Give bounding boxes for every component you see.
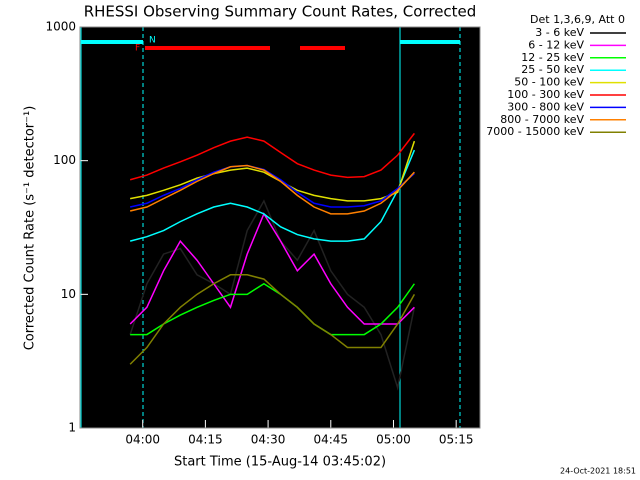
y-tick-label: 100	[53, 153, 76, 167]
x-tick-label: 05:15	[439, 433, 474, 447]
series-line	[129, 164, 415, 215]
series-line	[130, 282, 415, 336]
series-line	[129, 212, 415, 325]
y-axis-label: Corrected Count Rate (s⁻¹ detector⁻¹)	[23, 106, 38, 351]
x-axis-label: Start Time (15-Aug-14 03:45:02)	[174, 455, 386, 470]
legend-label: 300 - 800 keV	[507, 100, 584, 113]
chart-title: RHESSI Observing Summary Count Rates, Co…	[84, 3, 477, 21]
legend-title: Det 1,3,6,9, Att 0	[530, 13, 625, 26]
series-line	[129, 149, 416, 242]
series-line	[130, 140, 416, 202]
y-tick-label: 1000	[45, 20, 76, 34]
plot-area	[80, 27, 480, 428]
legend-label: 6 - 12 keV	[528, 38, 584, 51]
legend-label: 12 - 25 keV	[521, 51, 584, 64]
series-line	[129, 274, 416, 365]
x-tick-label: 04:00	[125, 433, 160, 447]
series-line	[129, 164, 415, 208]
legend-label: 25 - 50 keV	[521, 63, 584, 76]
plot-frame	[79, 26, 481, 429]
x-tick-label: 04:30	[251, 433, 286, 447]
legend-label: 3 - 6 keV	[535, 26, 584, 39]
x-tick-label: 04:45	[313, 433, 348, 447]
flags: F N	[80, 27, 461, 428]
y-tick-label: 1	[68, 421, 76, 435]
legend-label: 800 - 7000 keV	[500, 113, 584, 126]
flag-label: F	[135, 44, 140, 54]
footer: 24-Oct-2021 18:51	[560, 467, 636, 476]
legend-label: 100 - 300 keV	[507, 88, 584, 101]
legend-label: 50 - 100 keV	[514, 76, 584, 89]
x-tick-label: 05:00	[376, 433, 411, 447]
y-tick-label: 10	[61, 287, 76, 301]
x-tick-label: 04:15	[188, 433, 223, 447]
legend-label: 7000 - 15000 keV	[486, 125, 584, 138]
series-line	[129, 132, 415, 181]
flag-label: N	[149, 36, 156, 46]
